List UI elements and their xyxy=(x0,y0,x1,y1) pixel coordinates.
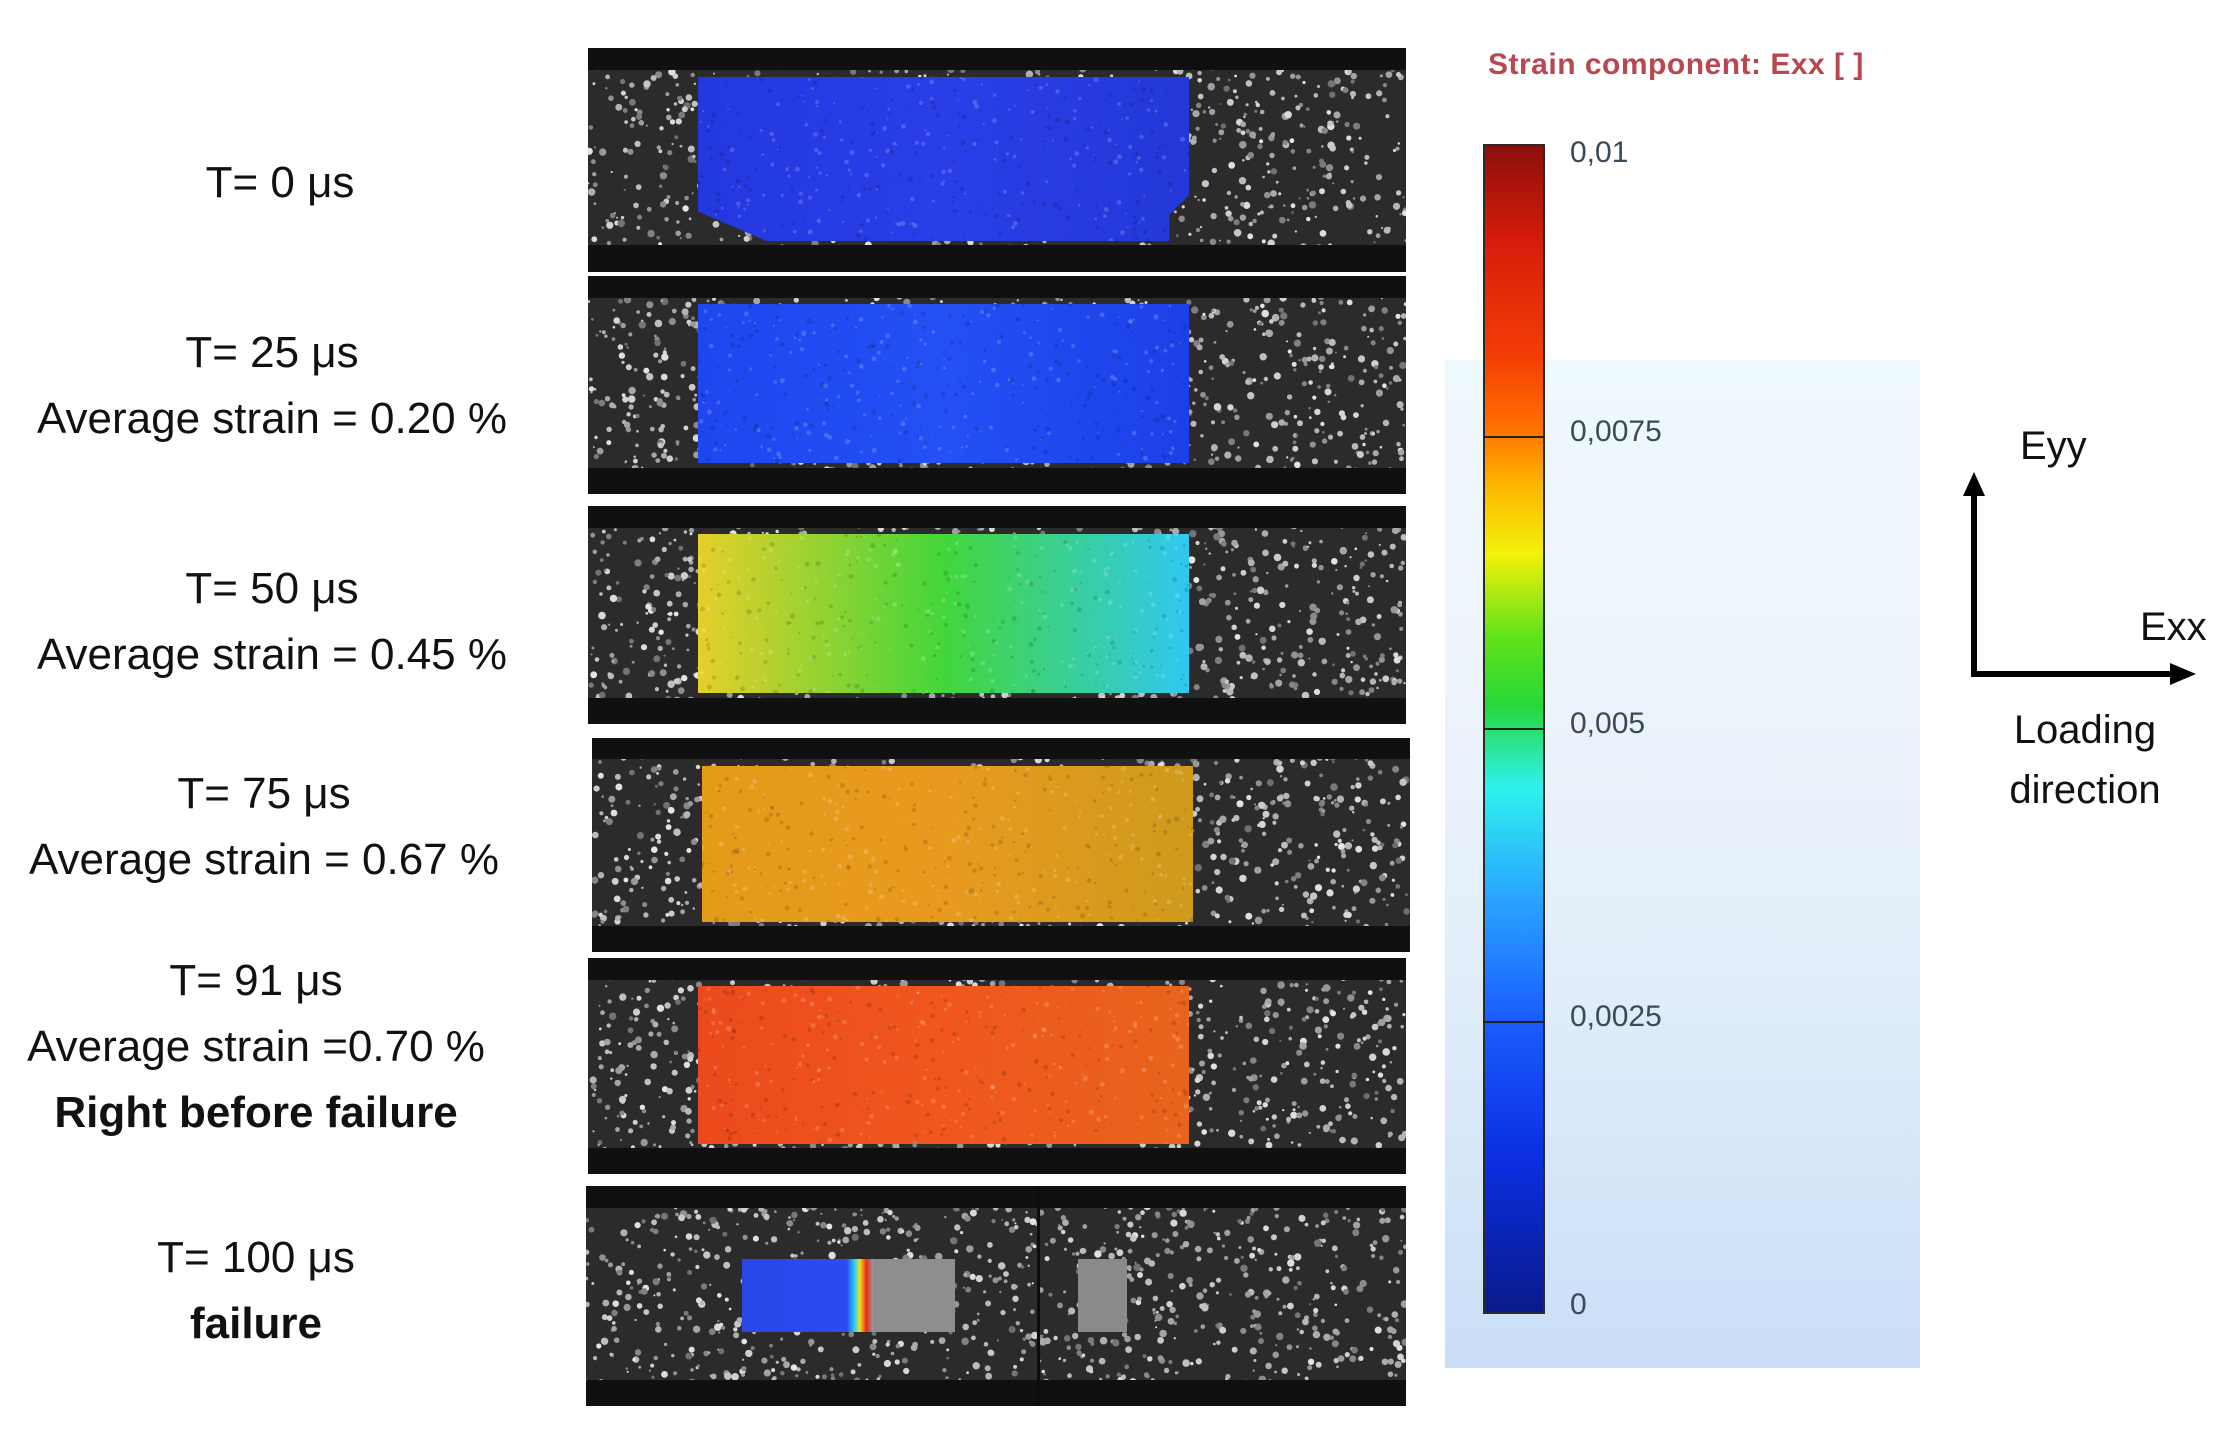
colorbar-tick-line xyxy=(1483,728,1545,730)
strain-field xyxy=(698,534,1189,693)
colorbar-tick-label: 0,01 xyxy=(1570,136,1629,169)
strain-field xyxy=(698,986,1189,1144)
field-texture xyxy=(698,986,1189,1144)
specimen-edge-top xyxy=(588,958,1406,980)
field-texture xyxy=(702,766,1193,922)
frame-label-0: T= 0 μs xyxy=(0,150,560,216)
strain-field xyxy=(742,1259,873,1332)
specimen-edge-bottom xyxy=(588,1148,1406,1174)
colorbar-tick-label: 0,0075 xyxy=(1570,414,1662,448)
exx-arrowhead xyxy=(2170,663,2196,685)
specimen-edge-top xyxy=(586,1186,1406,1208)
failed-region xyxy=(873,1259,955,1332)
strain-label: Average strain = 0.67 % xyxy=(28,835,500,884)
note-label: failure xyxy=(189,1299,323,1348)
field-texture xyxy=(698,534,1189,693)
eyy-label: Eyy xyxy=(2020,424,2087,468)
specimen-edge-bottom xyxy=(592,926,1410,952)
field-texture xyxy=(698,304,1189,463)
specimen-edge-bottom xyxy=(588,245,1406,272)
time-label: T= 25 μs xyxy=(185,328,359,377)
colorbar-title: Strain component: Exx [ ] xyxy=(1488,48,1864,81)
strain-field xyxy=(698,304,1189,463)
strain-label: Average strain = 0.45 % xyxy=(36,630,508,679)
dic-frame-2 xyxy=(588,506,1406,724)
frame-label-1: T= 25 μs Average strain = 0.20 % xyxy=(0,320,552,452)
time-label: T= 75 μs xyxy=(177,769,351,818)
time-label: T= 50 μs xyxy=(185,564,359,613)
exx-label: Exx xyxy=(2140,605,2207,649)
speckle-pattern xyxy=(586,1186,1406,1406)
dic-frame-1 xyxy=(588,276,1406,494)
colorbar-tick-line xyxy=(1483,435,1545,438)
specimen-edge-bottom xyxy=(586,1380,1406,1406)
dic-frame-5 xyxy=(586,1186,1406,1406)
strain-field xyxy=(698,77,1189,241)
colorbar-tick-line xyxy=(1483,1020,1545,1023)
frame-label-5: T= 100 μs failure xyxy=(0,1225,536,1357)
time-label: T= 100 μs xyxy=(157,1233,355,1282)
specimen-edge-top xyxy=(588,506,1406,528)
strain-label: Average strain =0.70 % xyxy=(27,1022,485,1071)
specimen-edge-bottom xyxy=(588,698,1406,724)
time-label: T= 0 μs xyxy=(205,158,355,207)
field-texture xyxy=(698,77,1189,241)
colorbar-tick-label: 0 xyxy=(1570,1288,1587,1321)
dic-frame-0 xyxy=(588,48,1406,272)
loading-direction-caption: Loading direction xyxy=(1975,700,2195,820)
caption-line-2: direction xyxy=(2009,768,2161,812)
colorbar-tick-label: 0,005 xyxy=(1570,707,1646,740)
note-label: Right before failure xyxy=(54,1088,458,1137)
frame-label-3: T= 75 μs Average strain = 0.67 % xyxy=(0,761,544,893)
time-label: T= 91 μs xyxy=(169,956,343,1005)
dic-frame-3 xyxy=(592,738,1410,952)
specimen-edge-bottom xyxy=(588,468,1406,494)
specimen-edge-top xyxy=(592,738,1410,759)
dic-frame-4 xyxy=(588,958,1406,1174)
frame-label-4: T= 91 μs Average strain =0.70 % Right be… xyxy=(0,948,536,1146)
strain-label: Average strain = 0.20 % xyxy=(36,394,508,443)
frame-label-2: T= 50 μs Average strain = 0.45 % xyxy=(0,556,552,688)
fracture-line xyxy=(1037,1186,1040,1406)
specimen-edge-top xyxy=(588,48,1406,70)
specimen-edge-top xyxy=(588,276,1406,298)
caption-line-1: Loading xyxy=(2013,708,2157,752)
fragment xyxy=(1078,1259,1127,1332)
strain-field xyxy=(702,766,1193,922)
colorbar-tick-label: 0,0025 xyxy=(1570,999,1662,1033)
eyy-arrowhead xyxy=(1963,472,1985,496)
axes-arrows xyxy=(1963,472,2196,685)
